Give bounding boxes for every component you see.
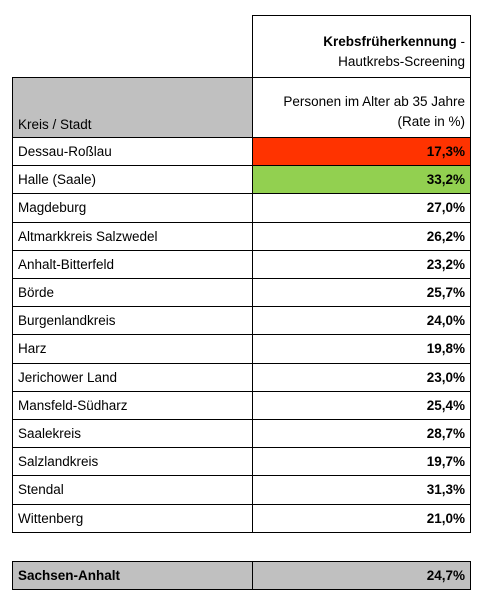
column-header: Personen im Alter ab 35 Jahre [283,94,465,109]
header-cell: Kreis / Stadt [12,77,253,138]
row-name: Burgenlandkreis [12,306,253,336]
row-value: 25,4% [252,390,471,420]
column-header: Kreis / Stadt [18,117,92,132]
row-value: 23,2% [252,249,471,279]
row-name: Salzlandkreis [12,447,253,477]
row-name: Magdeburg [12,193,253,223]
row-value: 31,3% [252,475,471,505]
title-cell: Krebsfrüherkennung - Hautkrebs-Screening [252,15,471,78]
row-name: Dessau-Roßlau [12,137,253,167]
title: Krebsfrüherkennung [323,34,457,49]
row-name: Wittenberg [12,503,253,533]
row-name: Börde [12,278,253,308]
row-name: Saalekreis [12,419,253,449]
title-suffix: - [460,34,466,49]
row-value: 28,7% [252,419,471,449]
title-line: Krebsfrüherkennung - [323,32,465,52]
row-value: 24,0% [252,306,471,336]
column-header: (Rate in %) [397,114,465,129]
row-value: 23,0% [252,362,471,392]
row-value: 33,2% [252,165,471,195]
row-name: Jerichower Land [12,362,253,392]
row-value: 25,7% [252,278,471,308]
row-value: 27,0% [252,193,471,223]
row-value: 17,3% [252,137,471,167]
row-name: Harz [12,334,253,364]
row-name: Anhalt-Bitterfeld [12,249,253,279]
subtitle: Hautkrebs-Screening [338,54,465,69]
row-name: Halle (Saale) [12,165,253,195]
row-value: 21,0% [252,503,471,533]
row-name: Stendal [12,475,253,505]
row-name: Mansfeld-Südharz [12,390,253,420]
total-name: Sachsen-Anhalt [12,561,253,590]
row-name: Altmarkkreis Salzwedel [12,221,253,251]
header-cell: Personen im Alter ab 35 Jahre (Rate in %… [252,77,471,138]
row-value: 19,8% [252,334,471,364]
row-value: 26,2% [252,221,471,251]
row-value: 19,7% [252,447,471,477]
total-value: 24,7% [252,561,471,590]
